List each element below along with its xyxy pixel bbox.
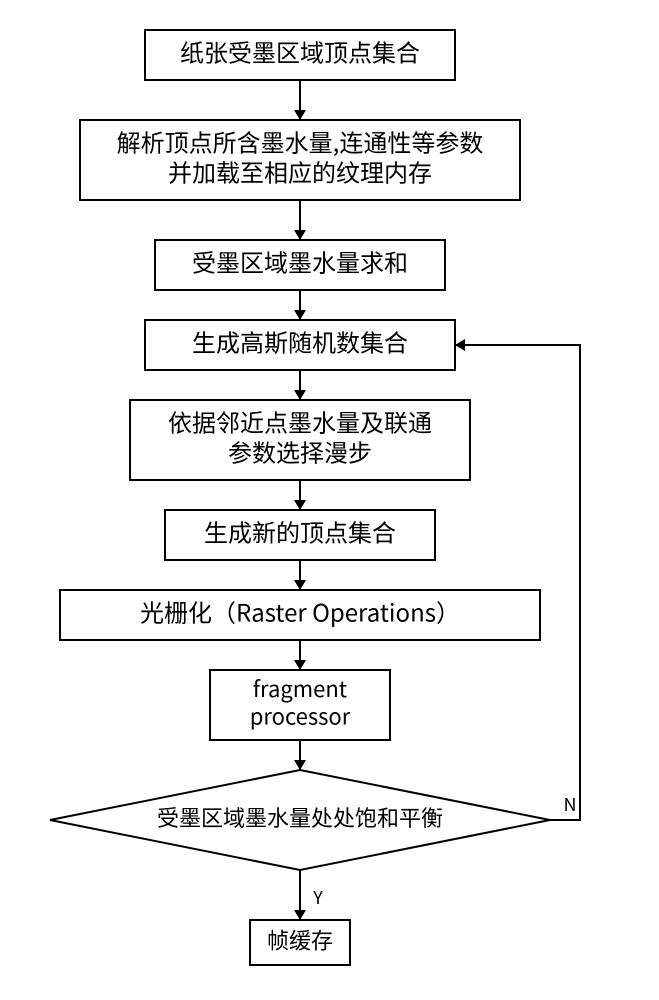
n2-label: 并加载至相应的纹理内存 [168,154,432,189]
n5-label: 参数选择漫步 [228,434,372,469]
edge-label-Y: Y [312,884,323,910]
n1-label: 纸张受墨区域顶点集合 [180,34,420,69]
n4-label: 生成高斯随机数集合 [192,324,408,359]
n10-label: 帧缓存 [267,923,333,955]
n6-label: 生成新的顶点集合 [204,514,396,549]
feedback-label: N [563,791,576,817]
n3-label: 受墨区域墨水量求和 [192,244,408,279]
feedback-edge [455,345,580,820]
n9-label: 受墨区域墨水量处处饱和平衡 [157,801,443,833]
n7-label: 光栅化（Raster Operations） [140,594,460,629]
flowchart: 纸张受墨区域顶点集合解析顶点所含墨水量,连通性等参数并加载至相应的纹理内存受墨区… [0,0,659,1000]
n8-label: processor [250,700,351,732]
